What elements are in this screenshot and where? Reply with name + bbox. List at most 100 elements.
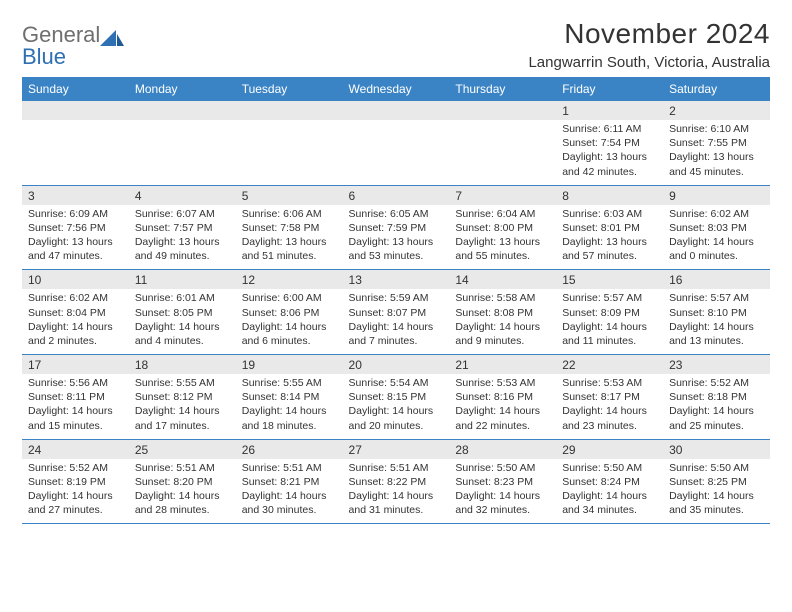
day-number-cell: 8 [556,185,663,205]
sunset-text: Sunset: 8:01 PM [562,221,657,235]
day-content-cell: Sunrise: 5:57 AMSunset: 8:09 PMDaylight:… [556,289,663,354]
sunrise-text: Sunrise: 6:03 AM [562,207,657,221]
daylight-text-1: Daylight: 14 hours [28,489,123,503]
day-content-cell: Sunrise: 5:52 AMSunset: 8:19 PMDaylight:… [22,459,129,524]
day-number-cell: 13 [343,270,450,290]
daylight-text-2: and 35 minutes. [669,503,764,517]
daylight-text-1: Daylight: 14 hours [455,489,550,503]
sunrise-text: Sunrise: 6:02 AM [669,207,764,221]
day-content-cell: Sunrise: 5:51 AMSunset: 8:21 PMDaylight:… [236,459,343,524]
sunrise-text: Sunrise: 6:04 AM [455,207,550,221]
daylight-text-2: and 42 minutes. [562,165,657,179]
day-content-cell: Sunrise: 5:51 AMSunset: 8:22 PMDaylight:… [343,459,450,524]
daylight-text-2: and 4 minutes. [135,334,230,348]
day-content-cell: Sunrise: 5:51 AMSunset: 8:20 PMDaylight:… [129,459,236,524]
day-content-cell: Sunrise: 5:57 AMSunset: 8:10 PMDaylight:… [663,289,770,354]
day-content-cell: Sunrise: 6:11 AMSunset: 7:54 PMDaylight:… [556,120,663,185]
sunrise-text: Sunrise: 5:55 AM [135,376,230,390]
day-number-row: 17181920212223 [22,355,770,375]
brand-sail-icon [100,30,124,48]
sunrise-text: Sunrise: 5:50 AM [562,461,657,475]
daylight-text-2: and 9 minutes. [455,334,550,348]
day-number-cell: 20 [343,355,450,375]
brand-text: General Blue [22,24,100,68]
daylight-text-2: and 18 minutes. [242,419,337,433]
day-content-cell: Sunrise: 6:03 AMSunset: 8:01 PMDaylight:… [556,205,663,270]
sunset-text: Sunset: 7:54 PM [562,136,657,150]
daylight-text-2: and 15 minutes. [28,419,123,433]
day-content-cell: Sunrise: 6:00 AMSunset: 8:06 PMDaylight:… [236,289,343,354]
daylight-text-1: Daylight: 13 hours [455,235,550,249]
sunrise-text: Sunrise: 5:54 AM [349,376,444,390]
sunrise-text: Sunrise: 5:57 AM [669,291,764,305]
daylight-text-2: and 57 minutes. [562,249,657,263]
daylight-text-2: and 27 minutes. [28,503,123,517]
daylight-text-2: and 49 minutes. [135,249,230,263]
sunrise-text: Sunrise: 5:52 AM [28,461,123,475]
day-number-cell: 16 [663,270,770,290]
day-number-cell: 25 [129,439,236,459]
daylight-text-1: Daylight: 14 hours [562,404,657,418]
daylight-text-2: and 0 minutes. [669,249,764,263]
daylight-text-1: Daylight: 14 hours [28,320,123,334]
daylight-text-2: and 2 minutes. [28,334,123,348]
day-content-cell: Sunrise: 5:53 AMSunset: 8:17 PMDaylight:… [556,374,663,439]
daylight-text-1: Daylight: 13 hours [242,235,337,249]
day-number-cell [22,101,129,120]
daylight-text-1: Daylight: 14 hours [669,320,764,334]
daylight-text-1: Daylight: 14 hours [242,404,337,418]
day-content-cell [129,120,236,185]
day-content-cell [236,120,343,185]
daylight-text-1: Daylight: 14 hours [349,404,444,418]
sunset-text: Sunset: 8:24 PM [562,475,657,489]
sunset-text: Sunset: 8:19 PM [28,475,123,489]
weekday-header: Saturday [663,77,770,101]
day-content-cell: Sunrise: 5:52 AMSunset: 8:18 PMDaylight:… [663,374,770,439]
sunrise-text: Sunrise: 5:59 AM [349,291,444,305]
day-content-cell: Sunrise: 6:10 AMSunset: 7:55 PMDaylight:… [663,120,770,185]
sunset-text: Sunset: 8:20 PM [135,475,230,489]
day-number-cell: 28 [449,439,556,459]
weekday-header: Tuesday [236,77,343,101]
sunset-text: Sunset: 7:59 PM [349,221,444,235]
sunrise-text: Sunrise: 5:51 AM [242,461,337,475]
day-content-cell: Sunrise: 5:50 AMSunset: 8:23 PMDaylight:… [449,459,556,524]
day-content-cell: Sunrise: 5:56 AMSunset: 8:11 PMDaylight:… [22,374,129,439]
sunrise-text: Sunrise: 6:06 AM [242,207,337,221]
day-number-cell: 29 [556,439,663,459]
sunset-text: Sunset: 8:21 PM [242,475,337,489]
daylight-text-1: Daylight: 14 hours [562,320,657,334]
sunset-text: Sunset: 8:11 PM [28,390,123,404]
sunset-text: Sunset: 8:22 PM [349,475,444,489]
daylight-text-2: and 30 minutes. [242,503,337,517]
day-content-row: Sunrise: 6:02 AMSunset: 8:04 PMDaylight:… [22,289,770,354]
sunrise-text: Sunrise: 6:07 AM [135,207,230,221]
bottom-rule [22,523,770,524]
day-number-row: 12 [22,101,770,120]
day-number-cell: 26 [236,439,343,459]
daylight-text-2: and 28 minutes. [135,503,230,517]
daylight-text-2: and 55 minutes. [455,249,550,263]
sunrise-text: Sunrise: 5:57 AM [562,291,657,305]
calendar-header-row: SundayMondayTuesdayWednesdayThursdayFrid… [22,77,770,101]
sunset-text: Sunset: 8:12 PM [135,390,230,404]
daylight-text-2: and 17 minutes. [135,419,230,433]
sunset-text: Sunset: 8:06 PM [242,306,337,320]
sunrise-text: Sunrise: 6:10 AM [669,122,764,136]
day-content-cell: Sunrise: 5:50 AMSunset: 8:24 PMDaylight:… [556,459,663,524]
daylight-text-1: Daylight: 14 hours [562,489,657,503]
day-number-cell: 27 [343,439,450,459]
daylight-text-2: and 20 minutes. [349,419,444,433]
day-number-cell: 17 [22,355,129,375]
sunrise-text: Sunrise: 6:11 AM [562,122,657,136]
sunset-text: Sunset: 7:57 PM [135,221,230,235]
day-number-cell: 19 [236,355,343,375]
calendar-table: SundayMondayTuesdayWednesdayThursdayFrid… [22,77,770,523]
daylight-text-1: Daylight: 13 hours [28,235,123,249]
sunset-text: Sunset: 8:18 PM [669,390,764,404]
daylight-text-1: Daylight: 14 hours [242,320,337,334]
day-content-row: Sunrise: 6:11 AMSunset: 7:54 PMDaylight:… [22,120,770,185]
sunset-text: Sunset: 8:04 PM [28,306,123,320]
day-number-cell: 1 [556,101,663,120]
title-block: November 2024 Langwarrin South, Victoria… [528,18,770,71]
